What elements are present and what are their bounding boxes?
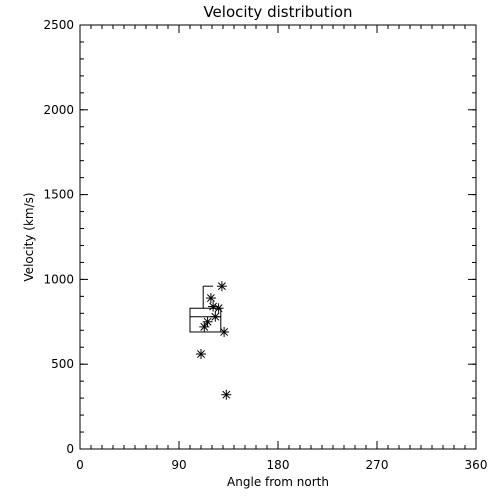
scatter-point (199, 321, 210, 332)
y-axis-ticks: 0 500 1000 1500 2000 2500 (43, 18, 476, 456)
x-axis-label: Angle from north (227, 475, 329, 489)
boxplot-box (189, 307, 222, 333)
y-tick-label: 1000 (43, 272, 74, 286)
scatter-point (216, 281, 227, 292)
y-tick-label: 0 (66, 442, 74, 456)
plot-frame (79, 24, 477, 450)
y-tick-label: 500 (51, 357, 74, 371)
scatter-point (219, 326, 230, 337)
chart-title: Velocity distribution (203, 3, 352, 21)
y-axis-label: Velocity (km/s) (22, 192, 36, 281)
y-tick-label: 2500 (43, 18, 74, 32)
x-tick-label: 180 (267, 458, 290, 472)
x-axis-ticks: 0 90 180 270 360 (76, 25, 487, 472)
scatter-point (213, 303, 224, 314)
scatter-point (196, 349, 206, 360)
data-points (196, 281, 232, 400)
x-tick-label: 0 (76, 458, 84, 472)
scatter-point (205, 293, 216, 304)
scatter-point (202, 316, 213, 327)
scatter-point (221, 389, 232, 400)
scatter-point (210, 311, 221, 322)
x-tick-label: 360 (465, 458, 488, 472)
y-tick-label: 2000 (43, 103, 74, 117)
boxplot (189, 285, 222, 333)
x-tick-label: 90 (171, 458, 186, 472)
x-tick-label: 270 (366, 458, 389, 472)
y-tick-label: 1500 (43, 188, 74, 202)
